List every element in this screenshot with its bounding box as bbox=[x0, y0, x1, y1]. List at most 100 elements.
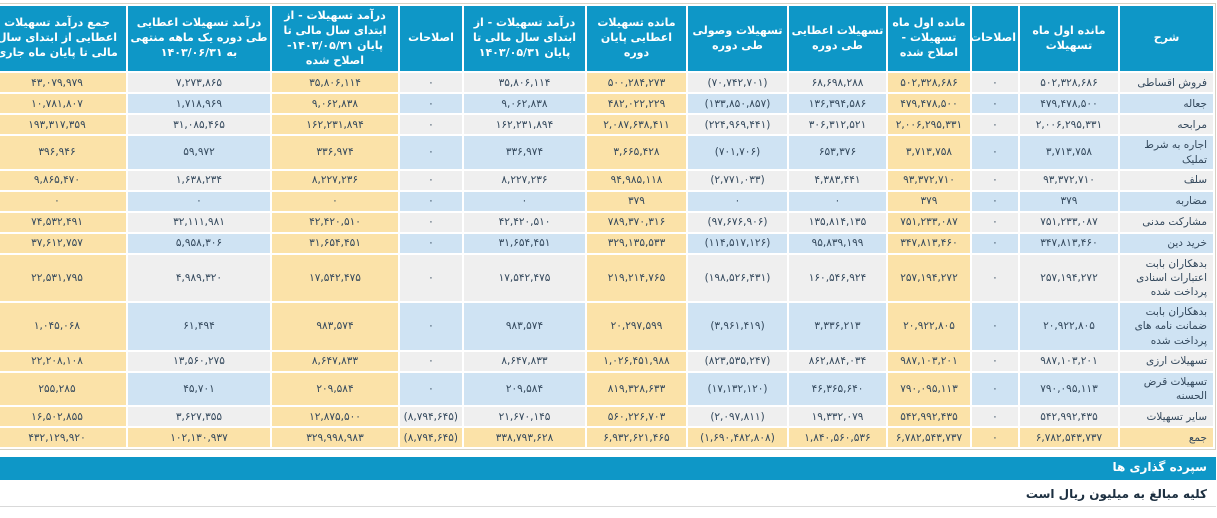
value-cell: ۳۴۷,۸۱۳,۴۶۰ bbox=[1020, 233, 1118, 253]
value-cell: ۳,۳۳۶,۲۱۳ bbox=[789, 303, 886, 350]
column-header-9: درآمد تسهیلات - از ابتدای سال مالی تا پا… bbox=[272, 6, 398, 72]
value-cell: ۷۵۱,۲۳۳,۰۸۷ bbox=[888, 212, 970, 232]
value-cell: ۷۵۱,۲۳۳,۰۸۷ bbox=[1020, 212, 1118, 232]
value-cell: ۲۵۵,۲۸۵ bbox=[0, 372, 126, 406]
value-cell: ۰ bbox=[972, 136, 1018, 169]
value-cell: ۸,۲۲۷,۲۳۶ bbox=[464, 170, 585, 190]
table-row: تسهیلات قرض الحسنه ۷۹۰,۰۹۵,۱۱۳ ۰ ۷۹۰,۰۹۵,۱۱… bbox=[0, 372, 1213, 406]
table-row: مرابحه ۲,۰۰۶,۲۹۵,۳۳۱ ۰ ۲,۰۰۶,۲۹۵,۳۳۱ ۳۰۶,۳۱۲… bbox=[0, 115, 1213, 135]
table-row: مضاربه ۳۷۹ ۰ ۳۷۹ ۰ ۰ ۳۷۹ ۰ ۰ ۰ ۰ ۰ bbox=[0, 191, 1213, 211]
value-cell: ۹۵,۸۳۹,۱۹۹ bbox=[789, 233, 886, 253]
value-cell: ۲,۰۸۷,۶۳۸,۴۱۱ bbox=[587, 115, 686, 135]
row-label-cell: سایر تسهیلات bbox=[1120, 407, 1213, 427]
value-cell: ۱۶,۵۰۲,۸۵۵ bbox=[0, 407, 126, 427]
value-cell: (۷۰۱,۷۰۶) bbox=[688, 136, 787, 169]
value-cell: ۲۵۷,۱۹۴,۲۷۲ bbox=[888, 254, 970, 302]
value-cell: ۹,۰۶۲,۸۳۸ bbox=[464, 94, 585, 114]
value-cell: ۰ bbox=[400, 170, 462, 190]
table-row: بدهکاران بابت ضمانت نامه های پرداخت شده ۲… bbox=[0, 303, 1213, 350]
value-cell: ۳۷۹ bbox=[1020, 191, 1118, 211]
column-header-5: تسهیلات وصولی طی دوره bbox=[688, 6, 787, 72]
value-cell: ۱۲,۸۷۵,۵۰۰ bbox=[272, 407, 398, 427]
value-cell: ۰ bbox=[400, 115, 462, 135]
value-cell: (۷۰,۷۴۲,۷۰۱) bbox=[688, 73, 787, 93]
value-cell: ۰ bbox=[688, 191, 787, 211]
value-cell: ۲۵۷,۱۹۴,۲۷۲ bbox=[1020, 254, 1118, 302]
value-cell: ۱,۰۲۶,۴۵۱,۹۸۸ bbox=[587, 351, 686, 371]
value-cell: ۲۰۹,۵۸۴ bbox=[464, 372, 585, 406]
table-row: خرید دین ۳۴۷,۸۱۳,۴۶۰ ۰ ۳۴۷,۸۱۳,۴۶۰ ۹۵,۸۳۹,۱۹… bbox=[0, 233, 1213, 253]
value-cell: ۴۳۲,۱۲۹,۹۲۰ bbox=[0, 428, 126, 448]
value-cell: ۳۷۹ bbox=[888, 191, 970, 211]
value-cell: ۰ bbox=[972, 303, 1018, 350]
value-cell: ۰ bbox=[972, 191, 1018, 211]
column-header-4: تسهیلات اعطایی طی دوره bbox=[789, 6, 886, 72]
value-cell: ۱۶۰,۵۴۶,۹۲۴ bbox=[789, 254, 886, 302]
value-cell: ۳۲۹,۹۹۸,۹۸۳ bbox=[272, 428, 398, 448]
value-cell: ۵۰۲,۳۲۸,۶۸۶ bbox=[1020, 73, 1118, 93]
row-label-cell: تسهیلات قرض الحسنه bbox=[1120, 372, 1213, 406]
row-label-cell: جعاله bbox=[1120, 94, 1213, 114]
deposits-section-header[interactable]: سپرده گذاری ها bbox=[0, 457, 1216, 481]
value-cell: ۲۱,۶۷۰,۱۴۵ bbox=[464, 407, 585, 427]
value-cell: ۱۰۲,۱۳۰,۹۳۷ bbox=[128, 428, 270, 448]
row-label-cell: اجاره به شرط تملیک bbox=[1120, 136, 1213, 169]
deposits-section-title: سپرده گذاری ها bbox=[1112, 460, 1207, 475]
row-label-cell: مرابحه bbox=[1120, 115, 1213, 135]
value-cell: (۸,۷۹۴,۶۴۵) bbox=[400, 407, 462, 427]
value-cell: ۷۸۹,۳۷۰,۳۱۶ bbox=[587, 212, 686, 232]
value-cell: (۳,۹۶۱,۴۱۹) bbox=[688, 303, 787, 350]
value-cell: ۶۸,۶۹۸,۲۸۸ bbox=[789, 73, 886, 93]
value-cell: ۴۷۹,۴۷۸,۵۰۰ bbox=[888, 94, 970, 114]
value-cell: ۴۲,۴۲۰,۵۱۰ bbox=[464, 212, 585, 232]
row-label-cell: جمع bbox=[1120, 428, 1213, 448]
value-cell: ۴۲,۴۲۰,۵۱۰ bbox=[272, 212, 398, 232]
row-label-cell: تسهیلات ارزی bbox=[1120, 351, 1213, 371]
value-cell: ۹۸۷,۱۰۳,۲۰۱ bbox=[888, 351, 970, 371]
value-cell: ۱۰,۷۸۱,۸۰۷ bbox=[0, 94, 126, 114]
value-cell: ۲۲,۵۳۱,۷۹۵ bbox=[0, 254, 126, 302]
column-header-0: شرح bbox=[1120, 6, 1213, 72]
value-cell: ۸,۶۴۷,۸۳۳ bbox=[272, 351, 398, 371]
header-row: شرح مانده اول ماه تسهیلات اصلاحات مانده اول… bbox=[0, 6, 1213, 72]
value-cell: ۲۰۹,۵۸۴ bbox=[272, 372, 398, 406]
table-body: فروش اقساطی ۵۰۲,۳۲۸,۶۸۶ ۰ ۵۰۲,۳۲۸,۶۸۶ ۶۸,۶۹۸… bbox=[0, 73, 1213, 448]
value-cell: ۰ bbox=[972, 351, 1018, 371]
value-cell: ۲۱۹,۲۱۴,۷۶۵ bbox=[587, 254, 686, 302]
value-cell: ۰ bbox=[272, 191, 398, 211]
table-row: جعاله ۴۷۹,۴۷۸,۵۰۰ ۰ ۴۷۹,۴۷۸,۵۰۰ ۱۳۶,۳۹۴,۵۸۶(… bbox=[0, 94, 1213, 114]
value-cell: ۱,۰۴۵,۰۶۸ bbox=[0, 303, 126, 350]
row-label-cell: بدهکاران بابت ضمانت نامه های پرداخت شده bbox=[1120, 303, 1213, 350]
value-cell: ۰ bbox=[972, 428, 1018, 448]
value-cell: ۰ bbox=[0, 191, 126, 211]
column-header-6: مانده تسهیلات اعطایی پایان دوره bbox=[587, 6, 686, 72]
value-cell: ۹۸۳,۵۷۴ bbox=[272, 303, 398, 350]
value-cell: ۰ bbox=[400, 73, 462, 93]
value-cell: ۲۰,۲۹۷,۵۹۹ bbox=[587, 303, 686, 350]
value-cell: ۴۸۲,۰۲۲,۲۲۹ bbox=[587, 94, 686, 114]
table-row: تسهیلات ارزی ۹۸۷,۱۰۳,۲۰۱ ۰ ۹۸۷,۱۰۳,۲۰۱ ۸۶۲,۸… bbox=[0, 351, 1213, 371]
value-cell: ۲۰,۹۲۲,۸۰۵ bbox=[888, 303, 970, 350]
value-cell: ۰ bbox=[789, 191, 886, 211]
value-cell: ۳۷,۶۱۲,۷۵۷ bbox=[0, 233, 126, 253]
value-cell: ۳۲۹,۱۳۵,۵۳۳ bbox=[587, 233, 686, 253]
value-cell: ۴,۹۸۹,۳۲۰ bbox=[128, 254, 270, 302]
value-cell: ۶,۷۸۲,۵۴۳,۷۳۷ bbox=[888, 428, 970, 448]
value-cell: ۳,۶۶۵,۴۲۸ bbox=[587, 136, 686, 169]
value-cell: ۴,۳۸۳,۴۴۱ bbox=[789, 170, 886, 190]
value-cell: ۸۱۹,۳۲۸,۶۳۳ bbox=[587, 372, 686, 406]
value-cell: (۹۷,۶۷۶,۹۰۶) bbox=[688, 212, 787, 232]
value-cell: ۳۳۶,۹۷۴ bbox=[272, 136, 398, 169]
value-cell: ۰ bbox=[972, 170, 1018, 190]
value-cell: ۰ bbox=[400, 372, 462, 406]
value-cell: ۵۰۲,۳۲۸,۶۸۶ bbox=[888, 73, 970, 93]
value-cell: ۹۳,۳۷۲,۷۱۰ bbox=[1020, 170, 1118, 190]
value-cell: ۱۹۳,۳۱۷,۳۵۹ bbox=[0, 115, 126, 135]
value-cell: ۵۴۲,۹۹۲,۴۳۵ bbox=[1020, 407, 1118, 427]
value-cell: ۱,۶۳۸,۲۳۴ bbox=[128, 170, 270, 190]
value-cell: ۸,۲۲۷,۲۳۶ bbox=[272, 170, 398, 190]
column-header-10: درآمد تسهیلات اعطایی طی دوره یک ماهه منت… bbox=[128, 6, 270, 72]
column-header-1: مانده اول ماه تسهیلات bbox=[1020, 6, 1118, 72]
row-label-cell: سلف bbox=[1120, 170, 1213, 190]
table-row: مشارکت مدنی ۷۵۱,۲۳۳,۰۸۷ ۰ ۷۵۱,۲۳۳,۰۸۷ ۱۳۵,۸۱… bbox=[0, 212, 1213, 232]
